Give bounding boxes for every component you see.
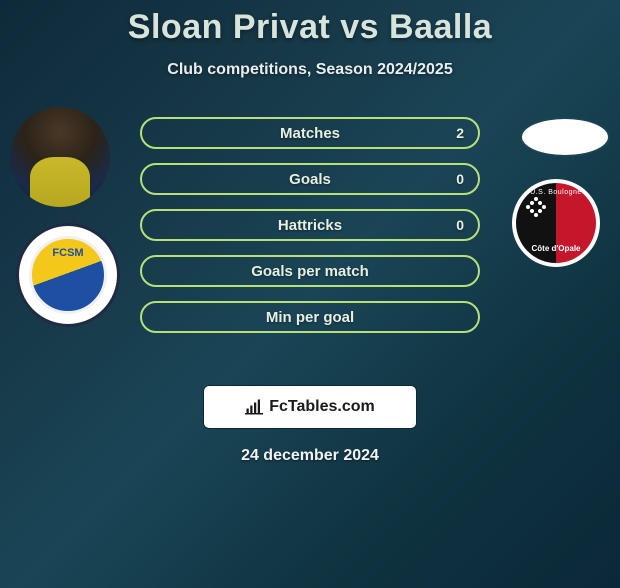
club-left-initials: FCSM [52, 247, 83, 259]
stat-rows: Matches 2 Goals 0 Hattricks 0 Goals per … [140, 117, 480, 333]
player-photo-left [10, 107, 110, 207]
stat-row-hattricks: Hattricks 0 [140, 209, 480, 241]
brand-text: FcTables.com [269, 398, 375, 416]
stat-label: Goals [289, 171, 331, 188]
club-right-text-top: U.S. Boulogne [530, 189, 582, 196]
comparison-area: FCSM U.S. Boulogne Côte d'Opale Matches … [0, 107, 620, 367]
page-subtitle: Club competitions, Season 2024/2025 [0, 61, 620, 79]
stat-right-value: 2 [456, 125, 464, 141]
stat-right-value: 0 [456, 217, 464, 233]
stat-right-value: 0 [456, 171, 464, 187]
stat-label: Min per goal [266, 309, 354, 326]
page-title: Sloan Privat vs Baalla [0, 8, 620, 47]
stat-row-min-per-goal: Min per goal [140, 301, 480, 333]
stat-label: Hattricks [278, 217, 342, 234]
club-badge-right: U.S. Boulogne Côte d'Opale [512, 179, 600, 267]
bar-chart-icon [245, 398, 263, 416]
stat-row-matches: Matches 2 [140, 117, 480, 149]
club-badge-left: FCSM [16, 223, 120, 327]
stat-row-goals-per-match: Goals per match [140, 255, 480, 287]
stat-row-goals: Goals 0 [140, 163, 480, 195]
club-right-text-bottom: Côte d'Opale [531, 244, 580, 253]
brand-card: FcTables.com [203, 385, 417, 429]
player-photo-right-placeholder [520, 117, 610, 157]
stat-label: Goals per match [251, 263, 369, 280]
ball-icon [526, 197, 548, 219]
stat-label: Matches [280, 125, 340, 142]
date-label: 24 december 2024 [0, 447, 620, 465]
